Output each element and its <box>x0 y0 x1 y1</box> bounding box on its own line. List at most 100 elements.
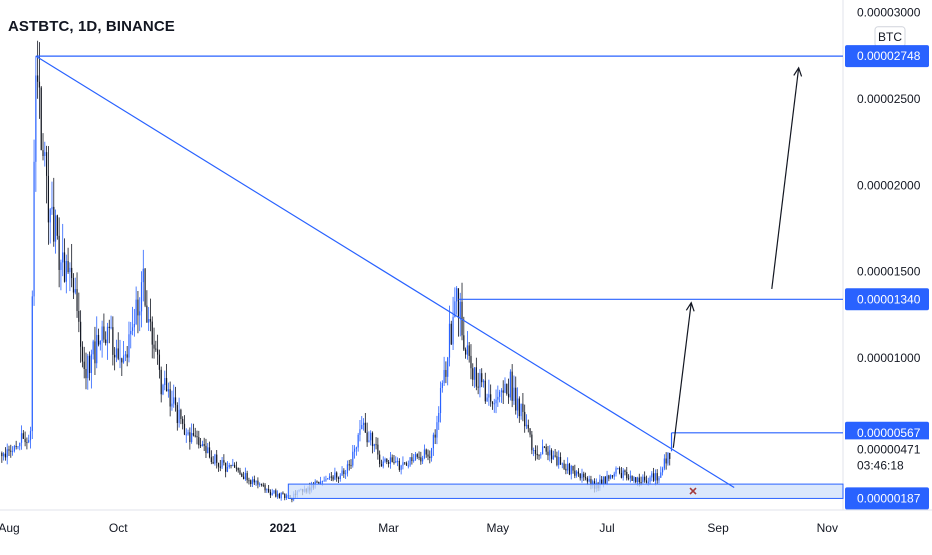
candle-body <box>239 470 241 474</box>
candle-body <box>389 457 391 464</box>
candle-body <box>577 471 580 474</box>
candle-body <box>465 349 467 355</box>
candle-body <box>400 465 402 470</box>
candle-body <box>196 436 198 438</box>
candle-body <box>592 481 594 486</box>
candle-body <box>103 326 105 340</box>
x-tick-label: Nov <box>817 521 838 535</box>
candle-body <box>567 463 569 471</box>
candle-body <box>144 268 146 306</box>
candle-body <box>237 467 239 471</box>
candle-body <box>669 452 671 459</box>
candle-body <box>323 480 325 482</box>
countdown-label: 03:46:18 <box>857 458 904 472</box>
candle-body <box>602 476 605 485</box>
candle-body <box>72 278 75 293</box>
candle-body <box>463 335 465 350</box>
candle-body <box>654 473 657 481</box>
candle-body <box>482 380 485 383</box>
candle-body <box>31 296 33 432</box>
candle-body <box>584 477 587 479</box>
candle-body <box>171 403 173 407</box>
candle-body <box>225 462 227 472</box>
candle-body <box>490 394 492 402</box>
candle-body <box>461 301 463 336</box>
candle-body <box>647 481 649 483</box>
candle-body <box>114 354 116 358</box>
candle-body <box>556 456 558 466</box>
candle-body <box>627 478 630 480</box>
candle-body <box>434 434 436 438</box>
candle-body <box>511 371 513 401</box>
candle-body <box>468 345 470 356</box>
candle-body <box>663 458 665 469</box>
x-tick-label: Sep <box>707 521 729 535</box>
candle-body <box>278 493 280 499</box>
candle-body <box>4 453 7 458</box>
candle-body <box>430 448 433 458</box>
y-tick-label: 0.00003000 <box>857 6 921 20</box>
candle-body <box>162 385 164 395</box>
candle-body <box>122 355 125 363</box>
arrow-head <box>685 301 695 312</box>
candle-body <box>479 373 481 388</box>
candle-body <box>253 479 255 483</box>
candle-body <box>536 453 538 456</box>
candle-body <box>38 81 41 88</box>
y-tick-label: 0.00002500 <box>857 92 921 106</box>
candle-body <box>626 471 628 479</box>
price-badge-label: 0.00000567 <box>857 426 921 440</box>
candle-body <box>248 480 250 482</box>
candle-body <box>574 470 576 476</box>
candle-body <box>533 450 535 452</box>
candle-body <box>94 341 96 364</box>
candle-body <box>339 475 341 480</box>
candle-body <box>509 371 511 398</box>
candle-body <box>275 490 277 497</box>
candle-body <box>13 446 15 452</box>
candle-body <box>119 358 121 360</box>
candle-body <box>541 446 544 455</box>
candle-body <box>42 150 44 157</box>
candle-body <box>180 409 182 419</box>
candle-body <box>538 455 540 457</box>
candle-body <box>481 373 483 383</box>
candle-body <box>210 457 212 463</box>
candle-body <box>63 252 66 282</box>
candle-body <box>393 461 395 463</box>
candle-body <box>78 310 80 322</box>
candle-body <box>332 476 334 480</box>
candle-body <box>422 457 424 462</box>
candle-body <box>402 462 404 466</box>
candle-body <box>618 468 621 474</box>
candle-body <box>608 475 610 479</box>
candle-body <box>203 444 205 446</box>
y-tick-label: 0.00001000 <box>857 351 921 365</box>
candle-body <box>232 464 234 467</box>
candle-body <box>205 445 207 454</box>
arrow-head <box>793 66 803 77</box>
candle-body <box>337 477 340 480</box>
candle-body <box>90 354 92 374</box>
candle-body <box>624 470 626 472</box>
candle-body <box>459 301 461 318</box>
candle-body <box>336 472 338 478</box>
candle-body <box>380 463 383 467</box>
candle-body <box>268 488 270 492</box>
candle-body <box>165 378 168 392</box>
candle-body <box>486 397 488 402</box>
candle-body <box>189 432 191 443</box>
candle-body <box>157 349 159 355</box>
candle-body <box>543 446 545 448</box>
candle-body <box>169 389 171 407</box>
candle-body <box>405 463 408 466</box>
candle-body <box>151 321 153 345</box>
candle-body <box>35 75 37 162</box>
candle-body <box>266 488 268 491</box>
candle-body <box>259 483 261 485</box>
candle-body <box>65 261 67 282</box>
candle-body <box>507 393 510 398</box>
drawings[interactable] <box>35 55 844 499</box>
